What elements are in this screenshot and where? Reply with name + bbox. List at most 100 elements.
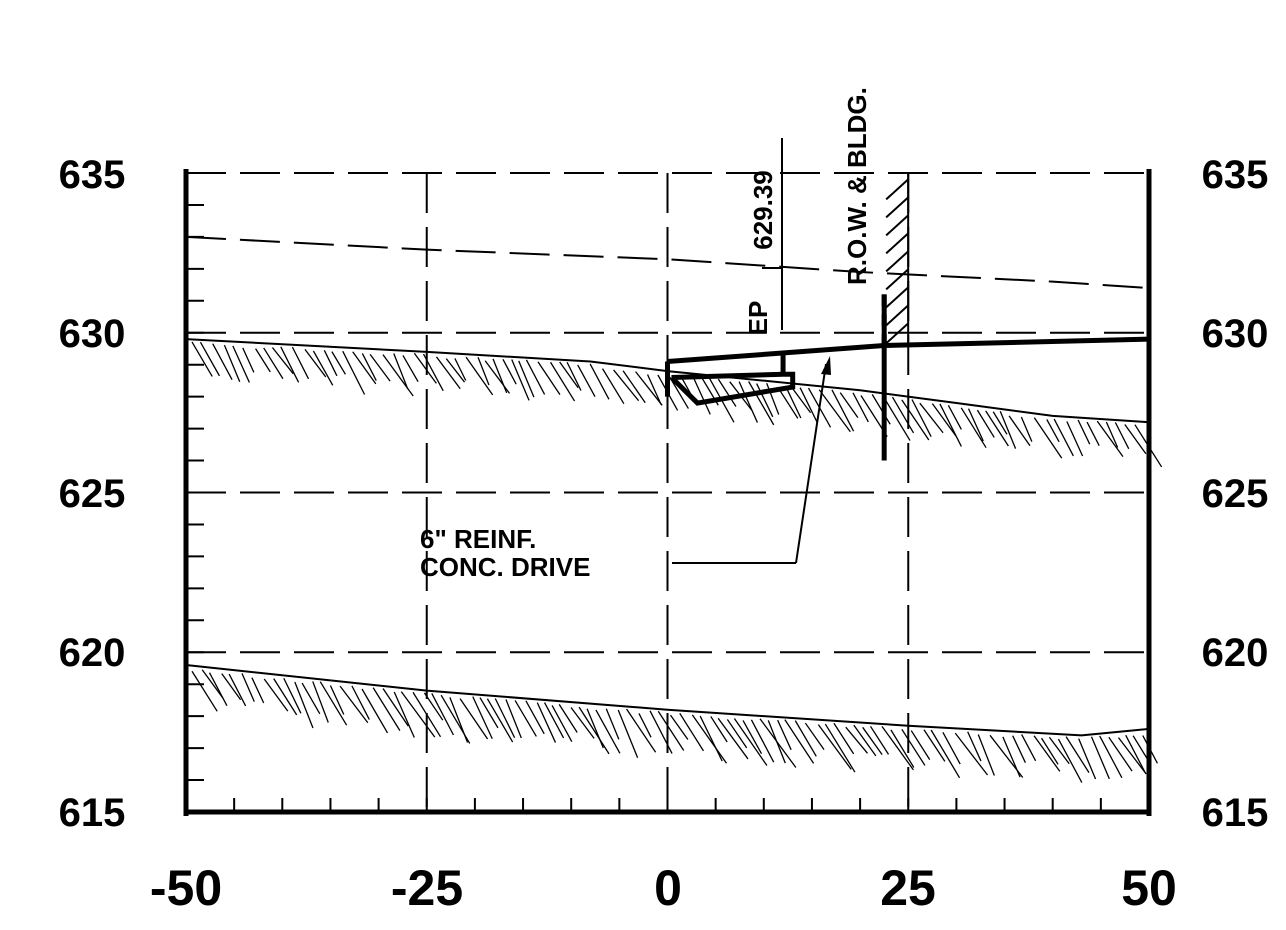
- hatch-stroke: [999, 410, 1017, 449]
- hatch-stroke: [1096, 420, 1124, 457]
- hatch-stroke: [291, 346, 310, 380]
- hatch-stroke: [232, 345, 251, 383]
- hatch-stroke: [242, 347, 255, 373]
- hatch-stroke: [558, 704, 578, 733]
- hatch-stroke: [382, 688, 409, 727]
- hatch-stroke: [693, 378, 711, 415]
- y-tick-label-right: 630: [1202, 312, 1269, 356]
- hatch-stroke: [891, 396, 915, 434]
- hatch-stroke: [271, 347, 294, 375]
- hatch-stroke: [1002, 736, 1021, 778]
- hatch-stroke: [304, 348, 327, 378]
- hatch-stroke: [221, 673, 242, 701]
- hatch-stroke: [960, 407, 987, 449]
- hatch-stroke: [649, 710, 673, 754]
- hatch-stroke: [679, 712, 705, 752]
- hatch-stroke: [871, 394, 891, 425]
- hatch-stroke: [942, 731, 961, 765]
- hatch-stroke: [626, 708, 657, 753]
- hatch-stroke: [824, 723, 856, 773]
- hatch-stroke: [494, 698, 516, 738]
- hatch-stroke: [930, 729, 961, 779]
- minor-ticks: [185, 172, 1150, 813]
- hatch-stroke: [445, 358, 466, 383]
- hatch-stroke: [559, 361, 579, 389]
- hatch-stroke: [777, 719, 792, 751]
- hatch-stroke: [911, 399, 932, 438]
- hatch-stroke: [223, 344, 241, 383]
- hatch-stroke: [817, 724, 852, 770]
- hatch-stroke: [699, 715, 723, 762]
- hatch-stroke: [710, 716, 728, 743]
- hatch-stroke: [613, 369, 640, 402]
- building-hatch-stroke: [885, 214, 909, 237]
- hatch-stroke: [669, 714, 689, 740]
- hatch-stroke: [589, 363, 610, 400]
- hatch-stroke: [1012, 735, 1027, 763]
- hatch-stroke: [536, 702, 557, 743]
- hatch-stroke: [1077, 419, 1091, 445]
- hatch-stroke: [537, 361, 561, 395]
- hatch-stroke: [595, 709, 621, 754]
- hatch-stroke: [839, 392, 859, 418]
- x-tick-label: 25: [880, 860, 936, 916]
- x-axis-labels: -50 -25 0 25 50: [150, 860, 1177, 916]
- building-hatch-stroke: [885, 232, 909, 255]
- hatch-stroke: [919, 402, 944, 434]
- hatch-stroke: [212, 343, 233, 380]
- hatch-stroke: [733, 718, 768, 766]
- hatch-stroke: [910, 730, 931, 760]
- existing-ground-dashed-line: [185, 235, 1150, 290]
- hatch-stroke: [605, 708, 620, 740]
- grid-lines: [186, 172, 1149, 812]
- y-tick-label-left: 625: [59, 472, 126, 516]
- hatch-stroke: [263, 678, 289, 712]
- hatch-stroke: [1021, 734, 1037, 762]
- hatch-stroke: [954, 732, 989, 776]
- hatch-stroke: [199, 341, 220, 377]
- hatch-stroke: [255, 348, 271, 373]
- hatch-stroke: [726, 719, 748, 749]
- hatch-stroke: [901, 399, 930, 441]
- drive-note: 6" REINF. CONC. DRIVE: [420, 356, 831, 582]
- hatch-stroke: [301, 682, 321, 715]
- hatch-stroke: [767, 720, 786, 764]
- hatch-stroke: [931, 403, 957, 437]
- hatch-stroke: [617, 709, 639, 758]
- hatch-stroke: [454, 358, 467, 381]
- hatch-stroke: [372, 687, 401, 731]
- hatch-stroke: [566, 361, 582, 391]
- building-hatch-stroke: [885, 304, 909, 327]
- hatch-stroke: [862, 726, 883, 755]
- row-bldg-label: R.O.W. & BLDG.: [842, 87, 872, 285]
- hatch-stroke: [352, 351, 377, 385]
- hatch-stroke: [273, 678, 298, 716]
- hatch-stroke: [251, 677, 265, 704]
- hatch-stroke: [323, 349, 338, 377]
- hatch-stroke: [1008, 415, 1031, 447]
- ep-elevation-value: 629.39: [748, 170, 778, 250]
- hatch-stroke: [691, 714, 728, 764]
- hatch-stroke: [985, 410, 1009, 447]
- hatch-stroke: [241, 673, 255, 702]
- hatch-stroke: [1078, 738, 1097, 780]
- hatch-stroke: [228, 673, 247, 707]
- y-axis-right-labels: 635 630 625 620 615: [1202, 153, 1269, 835]
- hatch-stroke: [312, 350, 334, 386]
- hatch-stroke: [283, 677, 302, 714]
- y-tick-label-left: 635: [59, 153, 126, 197]
- hatch-stroke: [777, 387, 799, 419]
- hatch-stroke: [329, 685, 345, 715]
- hatch-stroke: [1132, 735, 1149, 761]
- hatch-stroke: [1033, 417, 1063, 459]
- building-hatch-stroke: [885, 250, 909, 273]
- hatch-stroke: [742, 720, 763, 754]
- hatch-stroke: [756, 383, 774, 418]
- hatch-stroke: [400, 691, 436, 738]
- hatch-stroke: [845, 726, 869, 754]
- y-tick-label-left: 630: [59, 312, 126, 356]
- hatch-stroke: [518, 360, 535, 398]
- hatch-stroke: [351, 685, 370, 720]
- hatch-stroke: [492, 358, 508, 394]
